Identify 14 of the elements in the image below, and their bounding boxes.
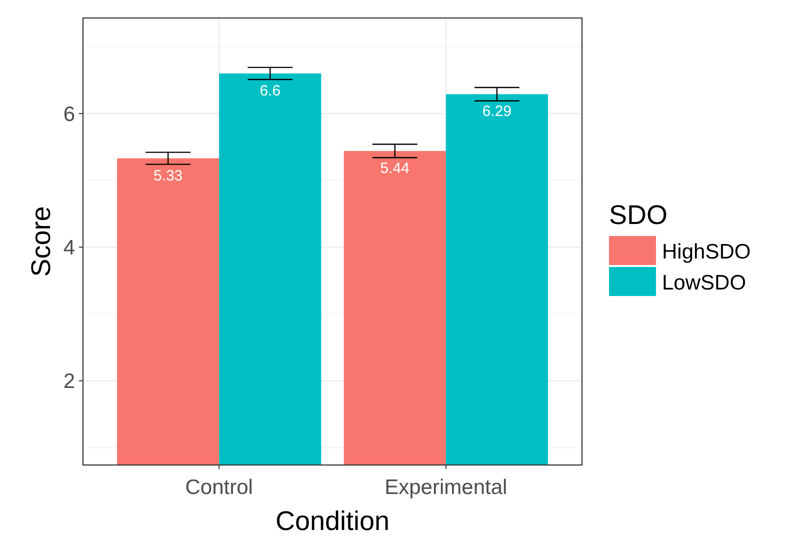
legend-label: LowSDO (662, 271, 746, 294)
y-tick-label: 4 (63, 236, 76, 260)
y-axis-title: Score (26, 206, 56, 277)
data-label: 6.29 (482, 103, 512, 120)
x-axis-title: Condition (275, 506, 390, 536)
legend-label: HighSDO (662, 240, 751, 264)
y-tick-label: 6 (63, 102, 75, 126)
data-label: 5.44 (380, 160, 410, 177)
data-label: 6.6 (260, 82, 281, 100)
legend-title: SDO (609, 200, 668, 230)
y-tick-label: 2 (63, 370, 75, 394)
data-label: 5.33 (153, 167, 183, 184)
x-tick-label: Control (185, 476, 253, 499)
x-tick-label: Experimental (384, 476, 508, 499)
